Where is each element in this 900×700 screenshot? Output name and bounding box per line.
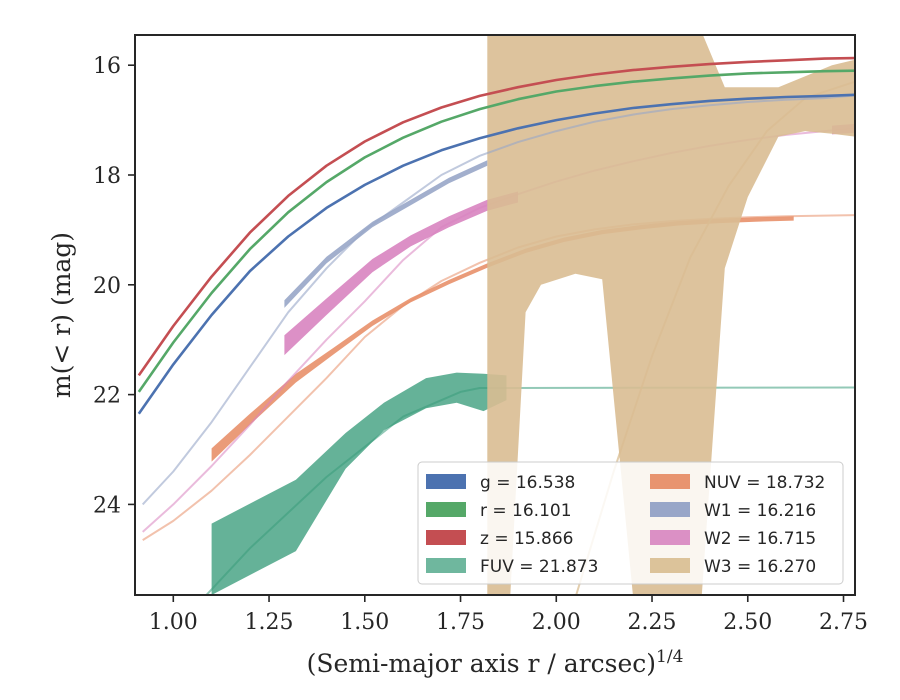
legend-swatch-r: [426, 502, 466, 517]
band-W3: [487, 35, 855, 595]
x-tick-label: 2.75: [819, 610, 868, 635]
model-line-g: [137, 93, 855, 415]
legend-swatch-NUV: [650, 474, 690, 489]
legend-label-W2: W2 = 16.715: [704, 529, 816, 549]
legend-label-g: g = 16.538: [480, 473, 575, 493]
ticks-layer: 1.00 1.25 1.50 1.75 2.00 2.25 2.50 2.75 16 18 20 22…: [93, 54, 868, 635]
legend-swatch-W1: [650, 502, 690, 517]
band-FUV: [211, 372, 507, 595]
model-line-z: [137, 56, 855, 377]
model-line-r: [137, 69, 855, 393]
x-tick-label: 2.25: [628, 610, 677, 635]
x-axis-label-power: 1/4: [656, 647, 683, 667]
legend-label-W1: W1 = 16.216: [704, 501, 816, 521]
legend-label-W3: W3 = 16.270: [704, 557, 816, 577]
x-tick-label: 2.00: [532, 610, 581, 635]
y-tick-label: 16: [93, 54, 121, 79]
x-tick-label: 2.50: [723, 610, 772, 635]
y-tick-label: 20: [93, 274, 121, 299]
band-W1: [284, 160, 488, 308]
legend-label-FUV: FUV = 21.873: [480, 557, 598, 577]
legend-swatch-W2: [650, 530, 690, 545]
legend-swatch-FUV: [426, 558, 466, 573]
x-axis-label-main: (Semi-major axis r / arcsec): [307, 649, 656, 678]
legend-swatch-z: [426, 530, 466, 545]
x-tick-label: 1.75: [436, 610, 485, 635]
legend-label-z: z = 15.866: [480, 529, 573, 549]
legend-swatch-g: [426, 474, 466, 489]
y-tick-label: 24: [93, 493, 121, 518]
y-axis-label: m(< r) (mag): [47, 232, 76, 398]
legend-frame: [417, 461, 844, 585]
plot-frame: [134, 34, 856, 596]
series-layer: [137, 35, 855, 595]
x-tick-label: 1.25: [245, 610, 294, 635]
y-tick-label: 18: [93, 164, 121, 189]
x-tick-label: 1.00: [149, 610, 198, 635]
model-line-W1: [141, 94, 855, 506]
legend-label-NUV: NUV = 18.732: [704, 473, 825, 493]
legend-swatch-W3: [650, 558, 690, 573]
y-tick-label: 22: [93, 384, 121, 409]
x-tick-label: 1.50: [340, 610, 389, 635]
legend: g = 16.538 r = 16.101 z = 15.866 FUV = 21.8…: [417, 461, 844, 585]
x-axis-label: (Semi-major axis r / arcsec)1/4: [307, 647, 684, 678]
legend-label-r: r = 16.101: [480, 501, 572, 521]
